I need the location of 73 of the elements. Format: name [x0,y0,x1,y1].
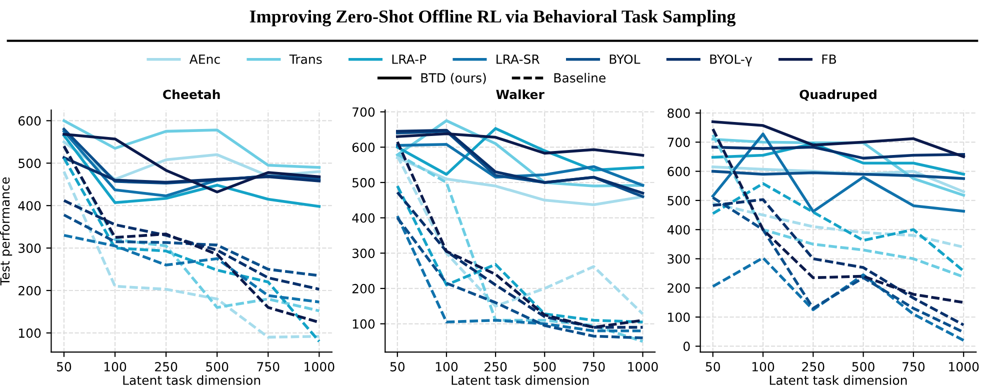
line-series [711,132,965,213]
y-tick-label: 200 [352,284,375,294]
x-tick-label: 100 [104,362,126,372]
x-tick-label: 250 [484,362,507,372]
chart-title: Walker [496,89,544,100]
line-series [711,133,965,278]
x-tick-label: 500 [852,362,874,372]
line-series [711,256,965,342]
x-tick-label: 100 [436,362,458,372]
x-tick-label: 50 [56,362,72,372]
line-series [711,128,965,304]
text: Improving Zero-Shot Offline RL via Behavioral Task Sampling [250,10,736,26]
line-series [711,146,965,160]
x-tick-label: 1000 [628,362,658,372]
line-series [396,142,644,187]
y-tick-label: 300 [18,244,41,253]
legend-label: AEnc [189,54,220,64]
x-tick-label: 1000 [304,362,334,372]
y-tick-label: 800 [668,108,690,118]
x-axis-title: Latent task dimension [770,375,907,385]
x-tick-label: 250 [155,362,178,372]
y-tick-label: 600 [352,142,375,152]
y-tick-label: 400 [18,201,41,211]
x-tick-label: 1000 [949,362,979,372]
x-tick-label: 250 [802,362,824,372]
legend-label: FB [822,54,836,64]
legend-label: LRA-SR [496,54,540,64]
y-tick-label: 500 [352,178,375,188]
text: BTD (ours) [421,72,486,84]
x-tick-label: 750 [257,362,280,372]
legend-label: BYOL-γ [710,54,752,66]
x-tick-label: 50 [706,362,720,372]
y-tick-label: 600 [668,166,690,176]
chart-title: Quadruped [800,89,876,102]
x-axis-title: Latent task dimension [123,375,260,385]
y-tick-label: 600 [18,116,41,126]
y-tick-label: 700 [352,107,375,117]
line-series [62,199,321,291]
legend-label: Trans [289,54,322,64]
line-series [62,234,321,304]
y-tick-label: 100 [352,319,375,329]
x-axis-title: Latent task dimension [452,375,589,385]
y-tick-label: 400 [352,213,375,223]
y-tick-label: 300 [668,254,690,264]
line-series [711,120,965,158]
x-tick-label: 50 [390,362,405,372]
line-series [396,132,644,157]
y-tick-label: 700 [668,138,690,148]
line-series [62,134,321,208]
y-tick-label: 100 [19,328,41,338]
x-tick-label: 750 [902,362,925,372]
y-tick-label: 500 [18,158,41,168]
line-series [711,170,965,180]
chart-title: Cheetah [163,89,220,100]
y-tick-label: 100 [668,312,690,322]
line-series [711,182,965,272]
y-tick-label: 200 [668,283,690,293]
x-tick-label: 500 [534,362,556,372]
text: Baseline [554,72,606,83]
y-tick-label: 400 [667,225,690,235]
y-tick-label: 300 [352,248,375,258]
y-tick-label: 500 [668,196,690,206]
y-axis-title: Test performance [0,177,12,286]
line-series [711,202,965,248]
line-series [62,156,321,184]
x-tick-label: 750 [582,362,605,372]
x-tick-label: 500 [206,362,228,372]
legend-label: BYOL [610,54,640,64]
legend-label: LRA-P [392,54,426,64]
y-tick-label: 0 [683,342,690,352]
line-series [62,119,321,169]
y-tick-label: 200 [18,286,41,296]
x-tick-label: 100 [752,362,774,372]
